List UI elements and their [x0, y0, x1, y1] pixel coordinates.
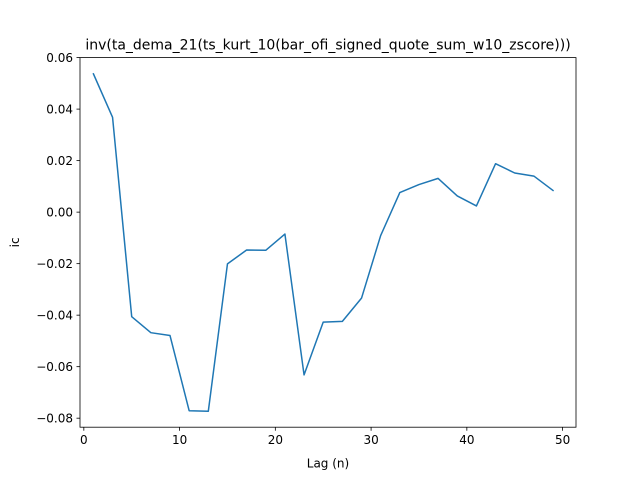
y-tick-label: 0.04	[46, 102, 73, 116]
plot-area	[92, 72, 555, 412]
y-tick-label: −0.04	[36, 308, 73, 322]
y-tick-label: 0.00	[46, 205, 73, 219]
y-tick-label: 0.06	[46, 51, 73, 65]
series-line	[92, 72, 555, 412]
y-axis: −0.08 −0.06 −0.04 −0.02 0.00 0.02 0.04 0.06	[36, 51, 80, 425]
y-tick-label: −0.06	[36, 360, 73, 374]
x-tick-label: 30	[363, 433, 378, 447]
x-tick-label: 50	[555, 433, 570, 447]
y-tick-label: −0.02	[36, 257, 73, 271]
x-tick-label: 0	[80, 433, 88, 447]
plot-frame	[79, 57, 577, 428]
x-tick-label: 10	[172, 433, 187, 447]
y-tick-label: −0.08	[36, 411, 73, 425]
x-axis: 0 10 20 30 40 50	[80, 427, 570, 447]
x-tick-label: 20	[268, 433, 283, 447]
x-tick-label: 40	[459, 433, 474, 447]
y-axis-label: ic	[8, 237, 22, 247]
chart-title: inv(ta_dema_21(ts_kurt_10(bar_ofi_signed…	[85, 38, 570, 54]
y-tick-label: 0.02	[46, 154, 73, 168]
x-axis-label: Lag (n)	[307, 457, 349, 471]
